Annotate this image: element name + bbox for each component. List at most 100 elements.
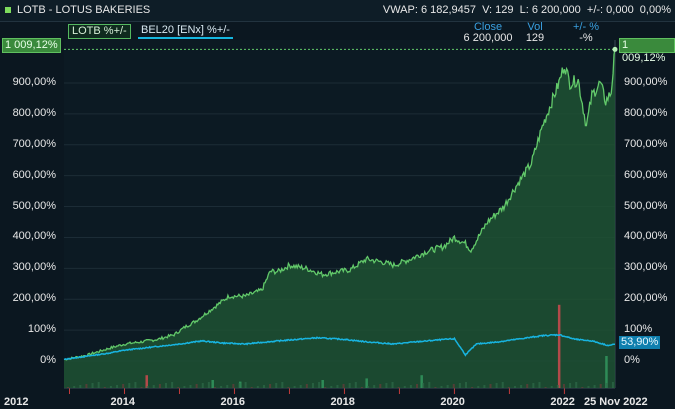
y-tick-label-r-8: 800,00% (624, 106, 668, 119)
volume-bar-bg-31 (256, 386, 259, 388)
volume-bar-bg-34 (275, 383, 278, 388)
volume-bar-bg-44 (336, 385, 339, 388)
y-tick-label-r-5: 500,00% (624, 199, 668, 212)
volume-bar-bg-59 (428, 382, 431, 388)
volume-bar-bg-84 (581, 387, 584, 388)
y-tick-label-l-0: 0% (40, 354, 56, 366)
volume-bar-bg-50 (373, 385, 376, 388)
volume-bar-bg-82 (569, 383, 572, 388)
volume-bar-0 (145, 375, 148, 388)
y-tick-label-l-1: 100% (27, 323, 56, 336)
volume-bar-bg-55 (403, 386, 406, 388)
volume-bar-bg-2 (79, 385, 82, 388)
volume-bar-bg-17 (171, 382, 174, 388)
volume-bar-bg-46 (348, 383, 351, 388)
volume-bar-bg-6 (103, 387, 106, 388)
volume-bar-bg-24 (213, 387, 216, 388)
volume-bar-bg-58 (422, 383, 425, 388)
volume-bar-bg-68 (483, 385, 486, 388)
volume-bar-bg-29 (244, 382, 247, 388)
green-square-icon (5, 7, 11, 13)
lotb-line (63, 49, 616, 361)
volume-bar-bg-70 (495, 383, 498, 388)
lotb-last-point (612, 46, 618, 52)
y-tick-label-l-9: 900,00% (12, 76, 56, 88)
volume-bar-bg-49 (367, 386, 370, 388)
y-tick-label-l-8: 800,00% (12, 106, 56, 119)
x-tick-label-0: 2012 (4, 396, 29, 408)
y-tick-label-r-4: 400,00% (624, 230, 668, 243)
y-tick-label-r-7: 700,00% (624, 137, 668, 150)
y-tick-label-r-9: 900,00% (624, 76, 668, 88)
volume-bar-bg-35 (281, 382, 284, 388)
volume-bar-bg-10 (128, 383, 131, 388)
legend-bel20[interactable]: BEL20 [ENx] %+/- (138, 24, 233, 39)
y-tick-label-l-6: 600,00% (12, 168, 56, 181)
x-tick-label-6: 25 Nov 2022 (584, 396, 648, 408)
volume-bar-bg-48 (360, 387, 363, 388)
volume-bar-bg-19 (183, 386, 186, 388)
legend-lotb[interactable]: LOTB %+/- (68, 24, 131, 39)
volume-bar-bg-28 (238, 383, 241, 388)
y-tick-label-l-7: 700,00% (12, 137, 56, 150)
volume-bar-bg-53 (391, 382, 394, 388)
volume-bar-bg-81 (562, 384, 565, 388)
volume-bar-bg-45 (342, 384, 345, 388)
y-tick-label-r-0: 0% (624, 354, 640, 366)
volume-bar-bg-76 (532, 383, 535, 388)
x-tick-label-3: 2018 (330, 396, 355, 408)
y-tick-label-r-3: 300,00% (624, 261, 668, 274)
vol-value: 129 (525, 32, 545, 44)
lotb-left-tag: 1 009,12% (2, 38, 61, 53)
volume-bar-bg-60 (434, 387, 437, 388)
volume-bar-bg-63 (452, 384, 455, 388)
volume-bar-bg-32 (262, 385, 265, 388)
volume-bar-bg-74 (520, 385, 523, 388)
volume-bar-bg-47 (354, 382, 357, 388)
volume-bar-bg-61 (440, 386, 443, 388)
volume-bar-bg-21 (195, 384, 198, 388)
volume-bar-bg-88 (605, 383, 608, 388)
volume-bar-bg-85 (587, 386, 590, 388)
volume-bar-bg-37 (293, 386, 296, 388)
volume-bar-bg-23 (207, 382, 210, 388)
volume-bar-bg-56 (409, 385, 412, 388)
volume-bar-bg-15 (158, 384, 161, 388)
volume-bar-bg-52 (385, 383, 388, 388)
volume-bar-bg-40 (311, 383, 314, 388)
volume-bar-bg-26 (226, 385, 229, 388)
volume-bar-bg-38 (299, 385, 302, 388)
close-stat: Close 6 200,000 (462, 22, 514, 44)
volume-bar-bg-54 (397, 387, 400, 388)
close-value: 6 200,000 (463, 32, 513, 44)
bel20-right-tag: 53,90% (619, 336, 661, 349)
vol-label: Vol (527, 21, 543, 33)
volume-bar-7 (605, 356, 608, 388)
y-tick-label-l-2: 200,00% (12, 292, 56, 305)
volume-bar-bg-57 (416, 384, 419, 388)
volume-bar-bg-12 (140, 387, 143, 388)
volume-bar-4 (365, 378, 368, 388)
volume-bar-bg-14 (152, 385, 155, 388)
volume-bar-bg-67 (477, 386, 480, 388)
volume-bar-bg-11 (134, 382, 137, 388)
volume-bar-bg-71 (501, 382, 504, 388)
volume-bar-1 (211, 380, 214, 388)
volume-bar-5 (420, 375, 423, 388)
volume-bar-bg-64 (458, 383, 461, 388)
y-tick-label-l-5: 500,00% (12, 199, 56, 212)
window-title: LOTB - LOTUS BAKERIES (17, 4, 151, 16)
lotb-area (64, 49, 615, 389)
volume-bar-bg-7 (109, 386, 112, 388)
volume-bar-bg-5 (97, 382, 100, 388)
volume-bar-bg-42 (324, 387, 327, 388)
volume-bar-bg-41 (318, 382, 321, 388)
volume-bar-bg-13 (146, 386, 149, 388)
volume-bar-bg-4 (91, 383, 94, 388)
lotb-right-tag: 1 009,12% (619, 38, 675, 64)
volume-bar-bg-75 (526, 384, 529, 388)
volume-bar-bg-89 (611, 382, 614, 388)
x-tick-label-5: 2022 (550, 396, 575, 408)
volume-bar-bg-62 (446, 385, 449, 388)
